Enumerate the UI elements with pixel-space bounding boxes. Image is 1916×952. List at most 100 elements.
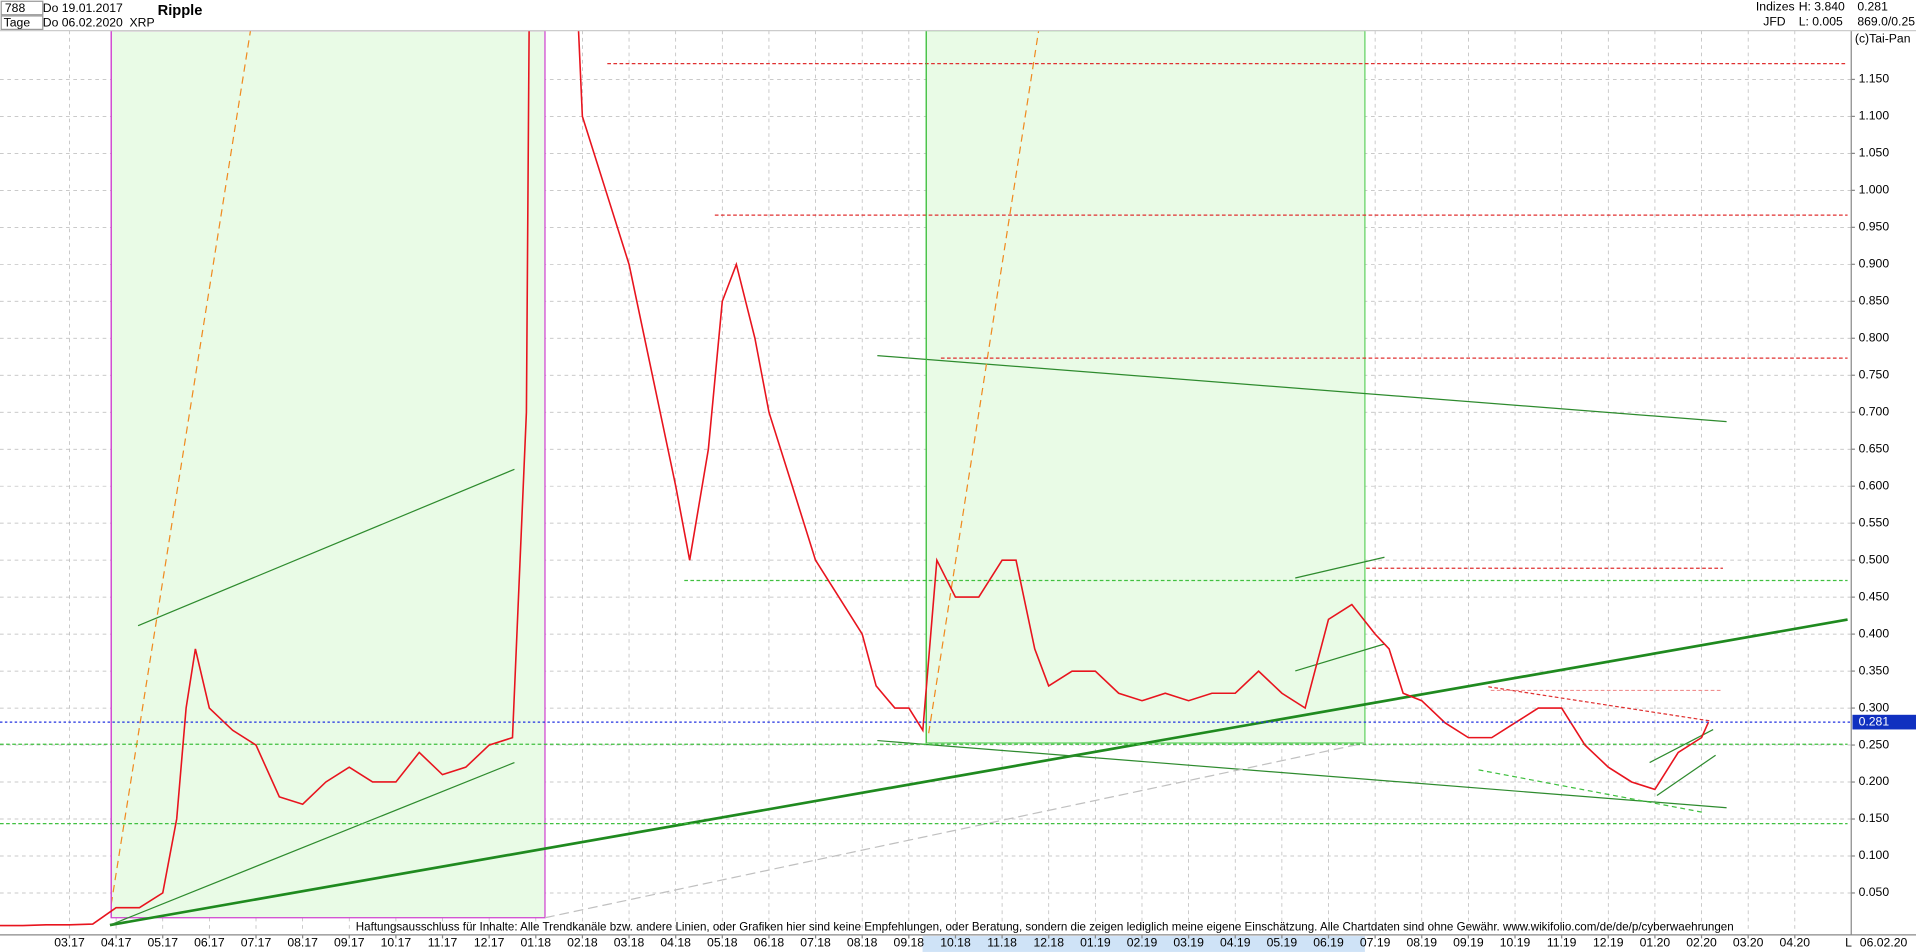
x-tick-label: 05.19 xyxy=(1267,936,1298,950)
x-tick-label: 12.19 xyxy=(1593,936,1624,950)
y-tick-label: 0.850 xyxy=(1859,294,1890,308)
x-tick-label: 03.19 xyxy=(1173,936,1204,950)
guide-line xyxy=(544,742,1366,919)
axes: 0.050 0.100 0.150 0.200 0.250 0.300 0.350 0.400… xyxy=(54,72,1916,950)
x-tick-label: 02.19 xyxy=(1127,936,1158,950)
y-tick-label: 1.000 xyxy=(1859,183,1890,197)
x-tick-label: 01.20 xyxy=(1640,936,1671,950)
x-tick-label: 05.18 xyxy=(707,936,738,950)
info: 869.0/0.25 xyxy=(1857,14,1915,28)
x-tick-label: 01.19 xyxy=(1080,936,1111,950)
y-tick-label: 0.300 xyxy=(1859,700,1890,714)
symbol: XRP xyxy=(130,15,155,29)
y-tick-label: 0.600 xyxy=(1859,478,1890,492)
x-tick-label: 12.17 xyxy=(474,936,505,950)
trendline xyxy=(109,618,1848,927)
exchange: JFD xyxy=(1763,14,1786,28)
trendline xyxy=(1478,769,1705,814)
fib-line xyxy=(110,30,252,905)
y-tick-label: 0.800 xyxy=(1859,330,1890,344)
x-tick-label: 11.18 xyxy=(987,936,1017,950)
trendline xyxy=(877,355,1727,423)
x-tick-label: 08.19 xyxy=(1406,936,1437,950)
y-tick-label: 0.650 xyxy=(1859,441,1890,455)
count: 788 xyxy=(5,1,26,15)
last-price-box xyxy=(1852,714,1916,730)
y-tick-label: 0.500 xyxy=(1859,552,1890,566)
fib-line xyxy=(928,30,1040,734)
annotations xyxy=(0,30,1848,927)
x-tick-label: 03.18 xyxy=(614,936,645,950)
x-tick-label: 04.18 xyxy=(660,936,691,950)
x-tick-label: 12.18 xyxy=(1033,936,1064,950)
x-tick-label: 08.17 xyxy=(287,936,318,950)
y-tick-label: 0.900 xyxy=(1859,257,1890,271)
x-tick-label: 10.19 xyxy=(1500,936,1531,950)
x-tick-label: 07.18 xyxy=(800,936,831,950)
price-line xyxy=(0,30,1710,927)
y-tick-label: 0.700 xyxy=(1859,404,1890,418)
trendline xyxy=(877,739,1727,809)
x-tick-label: 02.20 xyxy=(1686,936,1717,950)
dropdown[interactable] xyxy=(0,0,44,16)
dropdown[interactable] xyxy=(0,15,44,30)
trendline xyxy=(1488,686,1711,722)
y-tick-label: 1.100 xyxy=(1859,109,1890,123)
scale-mode: L xyxy=(1845,936,1852,950)
last-price: 0.281 xyxy=(1857,0,1888,14)
zone xyxy=(925,29,1366,744)
y-tick-label: 1.050 xyxy=(1859,146,1890,160)
x-tick-label: 09.18 xyxy=(894,936,925,950)
y-tick-label: 1.150 xyxy=(1859,72,1890,86)
x-tick-label: 07.19 xyxy=(1360,936,1391,950)
y-tick-label: 0.450 xyxy=(1859,589,1890,603)
y-tick-label: 0.950 xyxy=(1859,220,1890,234)
y-tick-label: 0.050 xyxy=(1859,885,1890,899)
high: H: 3.840 xyxy=(1799,0,1845,14)
x-tick-label: 04.19 xyxy=(1220,936,1251,950)
x-tick-label: 06.18 xyxy=(754,936,785,950)
trendline xyxy=(109,761,515,926)
y-tick-label: 0.400 xyxy=(1859,626,1890,640)
end-date: Do 06.02.2020 xyxy=(43,15,123,29)
x-tick-label: 09.17 xyxy=(334,936,365,950)
y-tick-label: 0.100 xyxy=(1859,848,1890,862)
period: Tage xyxy=(4,15,31,29)
trendline xyxy=(1295,643,1385,672)
disclaimer: Haftungsausschluss für Inhalte: Alle Tre… xyxy=(356,921,1734,934)
x-tick-label: 11.19 xyxy=(1547,936,1577,950)
x-end-label: 06.02.20 xyxy=(1860,936,1908,950)
trendline xyxy=(1656,754,1716,797)
x-tick-label: 08.18 xyxy=(847,936,878,950)
x-tick-label: 04.20 xyxy=(1780,936,1811,950)
x-tick-label: 07.17 xyxy=(241,936,272,950)
chart-title: Ripple xyxy=(158,3,203,19)
x-tick-label: 03.20 xyxy=(1733,936,1764,950)
price-layer xyxy=(0,30,1852,927)
x-tick-label: 04.17 xyxy=(101,936,132,950)
start-date: Do 19.01.2017 xyxy=(43,1,123,15)
axis-highlight xyxy=(922,936,1365,952)
y-tick-label: 0.750 xyxy=(1859,367,1890,381)
y-tick-label: 0.550 xyxy=(1859,515,1890,529)
brand: (c)Tai-Pan xyxy=(1855,31,1911,45)
x-tick-label: 03.17 xyxy=(54,936,85,950)
x-tick-label: 06.19 xyxy=(1313,936,1344,950)
trendline xyxy=(137,468,515,627)
x-tick-label: 09.19 xyxy=(1453,936,1484,950)
low: L: 0.005 xyxy=(1799,14,1843,28)
x-tick-label: 01.18 xyxy=(521,936,552,950)
x-tick-label: 06.17 xyxy=(194,936,225,950)
trendline xyxy=(1295,556,1385,579)
x-tick-label: 05.17 xyxy=(147,936,178,950)
zone xyxy=(110,29,546,919)
x-tick-label: 10.18 xyxy=(940,936,971,950)
x-tick-label: 11.17 xyxy=(428,936,458,950)
last-price-label: 0.281 xyxy=(1859,714,1890,728)
y-tick-label: 0.200 xyxy=(1859,774,1890,788)
y-tick-label: 0.150 xyxy=(1859,811,1890,825)
group: Indizes xyxy=(1756,0,1795,14)
y-tick-label: 0.350 xyxy=(1859,663,1890,677)
x-tick-label: 10.17 xyxy=(381,936,412,950)
